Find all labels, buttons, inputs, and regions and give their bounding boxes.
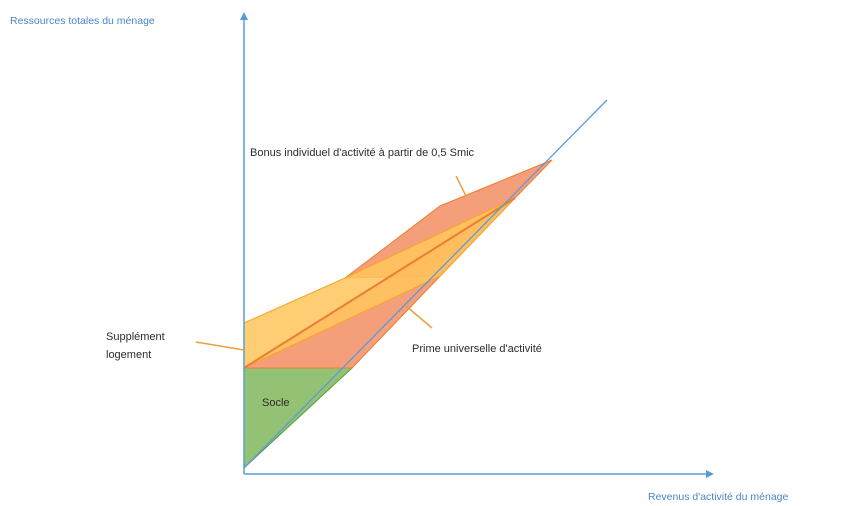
prime-label: Prime universelle d'activité bbox=[412, 343, 542, 355]
supplement-leader-line bbox=[195, 341, 245, 351]
bonus-label: Bonus individuel d'activité à partir de … bbox=[250, 147, 475, 159]
x-axis-label: Revenus d'activité du ménage bbox=[648, 491, 789, 503]
bonus-leader-line bbox=[455, 175, 467, 197]
socle-label: Socle bbox=[262, 397, 290, 409]
supplement-label-line2: logement bbox=[106, 349, 151, 361]
supplement-label-line1: Supplément bbox=[106, 331, 165, 343]
total-resources-line bbox=[243, 99, 608, 469]
y-axis-label: Ressources totales du ménage bbox=[10, 15, 155, 27]
socle-region bbox=[243, 367, 354, 470]
prime-upper-edge bbox=[243, 197, 516, 369]
prime-leader-line bbox=[405, 305, 433, 329]
